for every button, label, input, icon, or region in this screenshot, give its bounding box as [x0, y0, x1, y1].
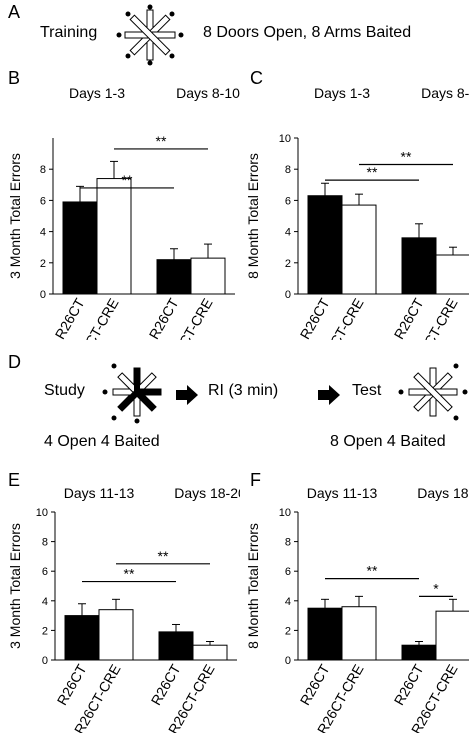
chart-panel-b: B Days 1-3 Days 8-10 0 2 4 6 8 3 Month Total Err…: [7, 68, 240, 340]
group-label: Days 11-13: [307, 485, 378, 501]
y-tick-label: 2: [285, 258, 291, 270]
x-tick-label: R26CT: [297, 295, 333, 340]
significance-marker: *: [433, 580, 439, 596]
radial-maze-icon-test: [398, 363, 468, 421]
bar: [192, 644, 228, 661]
significance-marker: **: [367, 563, 378, 579]
bar: [341, 606, 377, 661]
bar: [435, 610, 469, 661]
significance-marker: **: [122, 172, 133, 188]
bar: [156, 259, 192, 295]
bar: [341, 204, 377, 295]
y-tick-label: 4: [285, 596, 291, 608]
y-tick-label: 10: [36, 507, 48, 519]
y-tick-label: 6: [42, 566, 48, 578]
y-tick-label: 10: [279, 507, 291, 519]
maze-arms: [408, 367, 458, 417]
maze-arms: [124, 9, 176, 61]
x-tick-label: R26CT: [297, 661, 333, 708]
y-tick-label: 4: [285, 227, 291, 239]
y-tick-label: 0: [40, 289, 46, 301]
bar: [96, 178, 132, 295]
significance-marker: **: [156, 133, 167, 149]
bar: [401, 644, 437, 661]
x-tick-label: R26CT: [391, 661, 427, 708]
y-tick-label: 4: [40, 227, 46, 239]
y-tick-label: 0: [42, 655, 48, 667]
training-label: Training: [40, 24, 98, 41]
group-label: Days 1-3: [69, 85, 125, 101]
significance-marker: **: [124, 566, 135, 582]
y-axis-label: 3 Month Total Errors: [7, 153, 23, 279]
x-tick-label: R26CT: [52, 295, 88, 340]
y-axis-label: 8 Month Total Errors: [245, 153, 261, 279]
y-tick-label: 8: [42, 537, 48, 549]
y-tick-label: 0: [285, 655, 291, 667]
bar: [62, 201, 98, 295]
panel-letter: E: [8, 470, 20, 490]
y-tick-label: 8: [285, 537, 291, 549]
panel-letter: F: [250, 470, 261, 490]
x-tick-label: R26CT: [146, 295, 182, 340]
chart-panel-f: F Days 11-13 Days 18-20 0 2 4 6 8 10 8 Month Tota…: [245, 470, 469, 733]
group-label: Days 8-10: [176, 85, 240, 101]
bar: [64, 615, 100, 661]
x-tick-label: R26CT: [391, 295, 427, 340]
y-tick-label: 6: [40, 195, 46, 207]
study-label: Study: [44, 382, 85, 399]
training-condition-label: 8 Doors Open, 8 Arms Baited: [203, 24, 412, 41]
study-caption: 4 Open 4 Baited: [44, 433, 160, 450]
bar: [98, 609, 134, 661]
y-tick-label: 2: [42, 625, 48, 637]
panel-letter-a: A: [8, 2, 21, 22]
group-label: Days 11-13: [64, 485, 135, 501]
bar: [190, 257, 226, 295]
significance-marker: **: [158, 548, 169, 564]
significance-marker: **: [367, 164, 378, 180]
group-label: Days 1-3: [314, 85, 370, 101]
radial-maze-icon-study: [102, 363, 162, 424]
bar: [435, 254, 469, 295]
y-tick-label: 8: [285, 164, 291, 176]
bait-dots: [102, 363, 140, 424]
radial-maze-icon-training: [116, 4, 184, 66]
bar: [307, 195, 343, 295]
test-label: Test: [352, 382, 382, 399]
chart-panel-c: C Days 1-3 Days 8-10 0 2 4 6 8 10 8 Month Total E…: [245, 68, 469, 340]
arrow-right-icon: [318, 385, 340, 405]
panel-letter: B: [8, 68, 20, 88]
y-tick-label: 2: [285, 625, 291, 637]
y-tick-label: 6: [285, 566, 291, 578]
maze-arm: [413, 372, 453, 412]
bait-dots: [116, 4, 184, 66]
retention-interval-label: RI (3 min): [208, 382, 279, 399]
y-tick-label: 4: [42, 596, 48, 608]
y-tick-label: 0: [285, 289, 291, 301]
maze-arm: [129, 14, 171, 56]
group-label: Days 18-20: [174, 485, 240, 501]
arrow-right-icon: [176, 385, 198, 405]
y-tick-label: 10: [279, 133, 291, 145]
closed-doors: [117, 368, 161, 412]
bait-dots: [398, 363, 468, 421]
significance-marker: **: [401, 149, 412, 165]
chart-panel-e: E Days 11-13 Days 18-20 0 2 4 6 8 10 3 Month Tota…: [7, 470, 240, 733]
bar: [158, 631, 194, 661]
y-tick-label: 6: [285, 195, 291, 207]
y-axis-label: 8 Month Total Errors: [245, 523, 261, 649]
group-label: Days 18-20: [417, 485, 469, 501]
panel-letter: C: [250, 68, 263, 88]
group-label: Days 8-10: [421, 85, 469, 101]
x-tick-label: R26CT: [148, 661, 184, 708]
bar: [307, 607, 343, 661]
y-tick-label: 2: [40, 258, 46, 270]
panel-letter-d: D: [8, 352, 21, 372]
test-caption: 8 Open 4 Baited: [330, 433, 446, 450]
y-axis-label: 3 Month Total Errors: [7, 523, 23, 649]
x-tick-label: R26CT: [54, 661, 90, 708]
y-tick-label: 8: [40, 164, 46, 176]
bar: [401, 237, 437, 295]
